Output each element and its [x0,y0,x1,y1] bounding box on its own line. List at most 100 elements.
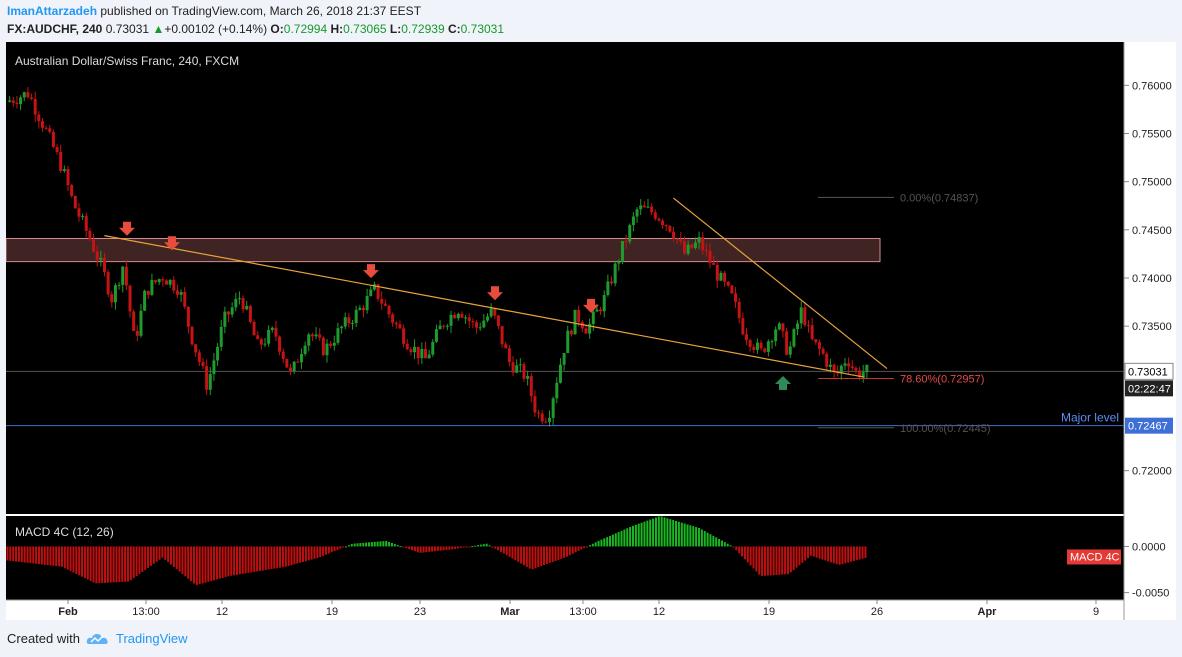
macd-bar [847,546,850,563]
macd-bar [749,546,752,566]
macd-bar [416,546,419,553]
candle-body [624,241,628,243]
macd-bar [49,546,52,566]
candle-body [212,360,216,375]
macd-bar [528,546,531,569]
candle-body [843,363,847,366]
candle-body [697,237,701,243]
candle-body [62,169,66,171]
macd-bar [405,546,408,549]
candle-body [92,239,96,252]
macd-bar [78,546,81,576]
macd-bar [167,546,170,563]
macd-bar [634,524,637,547]
candle-body [321,337,325,356]
chart-frame[interactable]: Major level 0.00%(0.74837) 78.60%(0.72957)… [6,42,1176,620]
macd-bar [192,546,195,584]
macd-bar [508,546,511,557]
candle-body [329,343,333,346]
macd-bar [801,546,804,563]
candle-body [573,309,577,335]
candle-body [95,251,99,260]
candle-body [642,205,646,208]
macd-bar [129,546,132,581]
candle-body [799,307,803,324]
candle-body [292,361,296,371]
candle-body [33,98,37,115]
macd-bar [256,546,259,572]
candle-body [522,364,526,379]
macd-bar [568,546,571,556]
candle-body [84,216,88,231]
macd-bar [577,546,580,551]
macd-bar [680,522,683,547]
candle-body [438,325,442,330]
candle-body [792,329,796,347]
chart-svg[interactable]: Major level 0.00%(0.74837) 78.60%(0.72957)… [6,42,1176,620]
last-price: 0.73031 [105,22,150,36]
macd-bar [752,546,755,569]
candle-body [102,257,106,273]
candle-body [274,327,278,337]
change-up-icon: ▲ [152,22,165,36]
macd-bar [591,543,594,547]
macd-bar [238,546,241,575]
macd-bar [72,546,75,573]
candle-body [832,364,836,372]
candle-body [59,151,63,171]
macd-bar [649,519,652,547]
candle-body [496,315,500,327]
candle-body [682,241,686,254]
macd-bar [284,546,287,567]
macd-bar [669,519,672,547]
candle-body [858,370,862,378]
x-tick-label: 12 [216,606,228,618]
author-link[interactable]: ImanAttarzadeh [7,4,98,18]
macd-bar [557,546,560,560]
macd-bar [456,546,459,549]
macd-bar [723,542,726,547]
macd-bar [672,520,675,547]
macd-bar [169,546,172,565]
macd-bar [55,546,58,567]
macd-bar [821,546,824,560]
candle-body [766,341,770,352]
macd-bar [654,517,657,547]
macd-bar [433,546,436,552]
macd-bar [695,527,698,547]
candle-body [759,342,763,349]
candle-body [88,230,92,240]
y-tick-label: 0.75000 [1132,177,1172,189]
candle-body [44,127,48,129]
candle-body [132,311,136,331]
macd-bar [365,542,368,547]
macd-bar [689,525,692,547]
macd-bar [772,546,775,576]
macd-bar [319,546,322,558]
macd-bar [121,546,124,582]
candle-body [175,290,179,295]
candle-body [296,361,300,363]
macd-bar [75,546,78,574]
macd-bar [12,546,15,562]
macd-bar [29,546,32,564]
macd-bar [832,546,835,564]
candle-body [526,376,530,379]
macd-bar [497,546,500,551]
macd-bar [588,545,591,547]
macd-bar [574,546,577,553]
tradingview-link[interactable]: TradingView [115,631,188,646]
macd-bar [548,546,551,563]
macd-bar [609,535,612,547]
candle-body [744,334,748,341]
candle-body [143,290,147,311]
macd-bar [224,546,227,578]
macd-bar [827,546,830,562]
macd-bar [230,546,233,576]
y-tick-label: 0.74500 [1132,225,1172,237]
candle-body [416,346,420,359]
candle-body [405,343,409,350]
candle-body [755,342,759,350]
candle-body [741,318,745,335]
candle-body [588,324,592,334]
